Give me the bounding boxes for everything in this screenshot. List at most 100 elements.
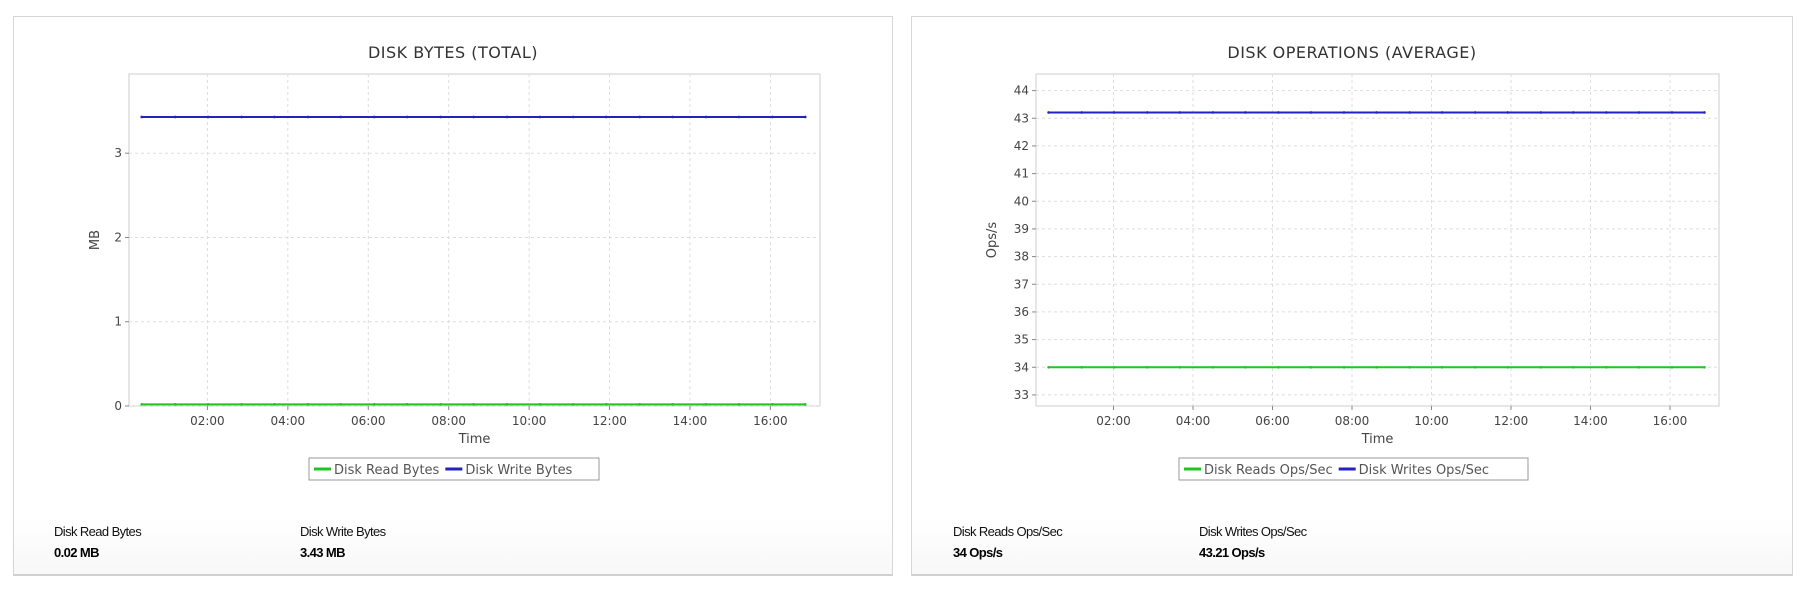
data-point — [206, 115, 210, 119]
data-point — [704, 115, 708, 119]
data-point — [1637, 365, 1641, 369]
data-point — [1080, 111, 1084, 114]
data-point — [472, 403, 475, 406]
data-point — [339, 115, 343, 119]
legend: Disk Reads Ops/Sec Disk Writes Ops/Sec — [1178, 457, 1529, 481]
y-tick-label: 40 — [1014, 194, 1029, 208]
legend-label: Disk Writes Ops/Sec — [1359, 463, 1489, 478]
data-point — [538, 115, 542, 119]
data-point — [140, 403, 144, 406]
disk-bytes-chart: 0 1 2 3 02:00 04:00 06:00 08:00 10:00 12:00 14:00 1… — [88, 73, 821, 481]
y-tick-label: 1 — [114, 315, 122, 329]
data-point — [1277, 365, 1280, 369]
data-point — [306, 403, 310, 406]
data-point — [1211, 111, 1215, 114]
legend-label: Disk Reads Ops/Sec — [1204, 463, 1333, 478]
x-axis-label: Time — [1361, 432, 1394, 447]
legend-label: Disk Read Bytes — [334, 463, 440, 478]
data-point — [1440, 365, 1444, 369]
data-point — [1375, 111, 1378, 114]
data-point — [306, 115, 310, 119]
data-point — [1637, 111, 1641, 114]
data-point — [1703, 365, 1706, 369]
data-point — [439, 115, 442, 119]
stat-value: 0.02 MB — [54, 545, 100, 560]
data-point — [671, 115, 674, 119]
legend-label: Disk Write Bytes — [465, 463, 572, 478]
disk-bytes-panel: DISK BYTES (TOTAL) 0 1 2 3 02:00 04:00 06:00 08… — [13, 16, 893, 576]
data-point — [1047, 365, 1050, 369]
data-point — [1211, 365, 1215, 369]
data-point — [405, 403, 409, 406]
data-point — [1342, 365, 1346, 369]
data-point — [505, 115, 509, 119]
data-point — [638, 403, 642, 406]
legend-item: Disk Writes Ops/Sec — [1338, 463, 1489, 478]
legend-item: Disk Reads Ops/Sec — [1184, 463, 1333, 478]
plot-area — [128, 73, 821, 407]
x-tick-label: 10:00 — [512, 414, 547, 428]
data-point — [339, 403, 343, 406]
data-point — [1605, 365, 1608, 369]
data-point — [1571, 365, 1575, 369]
y-tick-label: 38 — [1014, 250, 1029, 264]
x-tick-label: 08:00 — [1335, 414, 1370, 428]
y-tick-label: 39 — [1014, 222, 1029, 236]
chart-title: DISK OPERATIONS (AVERAGE) — [1227, 43, 1477, 62]
data-point — [1244, 365, 1247, 369]
stat-value: 3.43 MB — [300, 545, 346, 560]
data-point — [373, 115, 376, 119]
y-tick-label: 36 — [1014, 305, 1029, 319]
y-tick-label: 34 — [1014, 360, 1029, 374]
data-point — [1703, 111, 1706, 114]
stat-disk-writes-ops: Disk Writes Ops/Sec 43.21 Ops/s — [1199, 524, 1307, 560]
data-point — [1112, 111, 1116, 114]
stat-value: 43.21 Ops/s — [1199, 545, 1265, 560]
y-tick-label: 2 — [114, 230, 122, 244]
data-point — [273, 115, 276, 119]
data-point — [405, 115, 409, 119]
data-point — [1244, 111, 1247, 114]
stat-disk-read-bytes: Disk Read Bytes 0.02 MB — [54, 524, 142, 560]
data-point — [1178, 111, 1182, 114]
x-tick-label: 16:00 — [1653, 414, 1688, 428]
y-axis-label: MB — [88, 230, 103, 250]
x-tick-label: 12:00 — [592, 414, 627, 428]
data-point — [1408, 111, 1411, 114]
disk-operations-panel: DISK OPERATIONS (AVERAGE) 33 34 35 36 37 38 39… — [911, 16, 1793, 576]
data-point — [1145, 365, 1149, 369]
y-tick-label: 33 — [1014, 388, 1029, 402]
data-point — [472, 115, 475, 119]
data-point — [1670, 111, 1674, 114]
data-point — [1277, 111, 1280, 114]
data-point — [1309, 111, 1313, 114]
data-point — [771, 115, 774, 119]
data-point — [572, 403, 575, 406]
legend-item: Disk Read Bytes — [314, 463, 440, 478]
data-point — [439, 403, 442, 406]
data-point — [737, 403, 741, 406]
x-tick-label: 02:00 — [1096, 414, 1131, 428]
y-tick-label: 43 — [1014, 111, 1029, 125]
data-point — [737, 115, 741, 119]
data-point — [1145, 111, 1149, 114]
data-point — [803, 403, 807, 406]
data-point — [1112, 365, 1116, 369]
data-point — [1178, 365, 1182, 369]
x-tick-label: 06:00 — [1255, 414, 1290, 428]
stat-value: 34 Ops/s — [953, 545, 1003, 560]
data-point — [572, 115, 575, 119]
data-point — [373, 403, 376, 406]
data-point — [803, 115, 807, 119]
stat-label: Disk Read Bytes — [54, 524, 142, 539]
data-point — [771, 403, 774, 406]
x-axis-label: Time — [458, 432, 491, 447]
data-point — [206, 403, 210, 406]
x-tick-label: 14:00 — [673, 414, 708, 428]
data-point — [140, 115, 144, 119]
disk-operations-chart: 33 34 35 36 37 38 39 40 41 42 43 44 02:00 04:00 06:00 0… — [985, 73, 1720, 481]
x-tick-label: 14:00 — [1573, 414, 1608, 428]
data-point — [1440, 111, 1444, 114]
stat-label: Disk Reads Ops/Sec — [953, 524, 1063, 539]
data-point — [173, 403, 177, 406]
